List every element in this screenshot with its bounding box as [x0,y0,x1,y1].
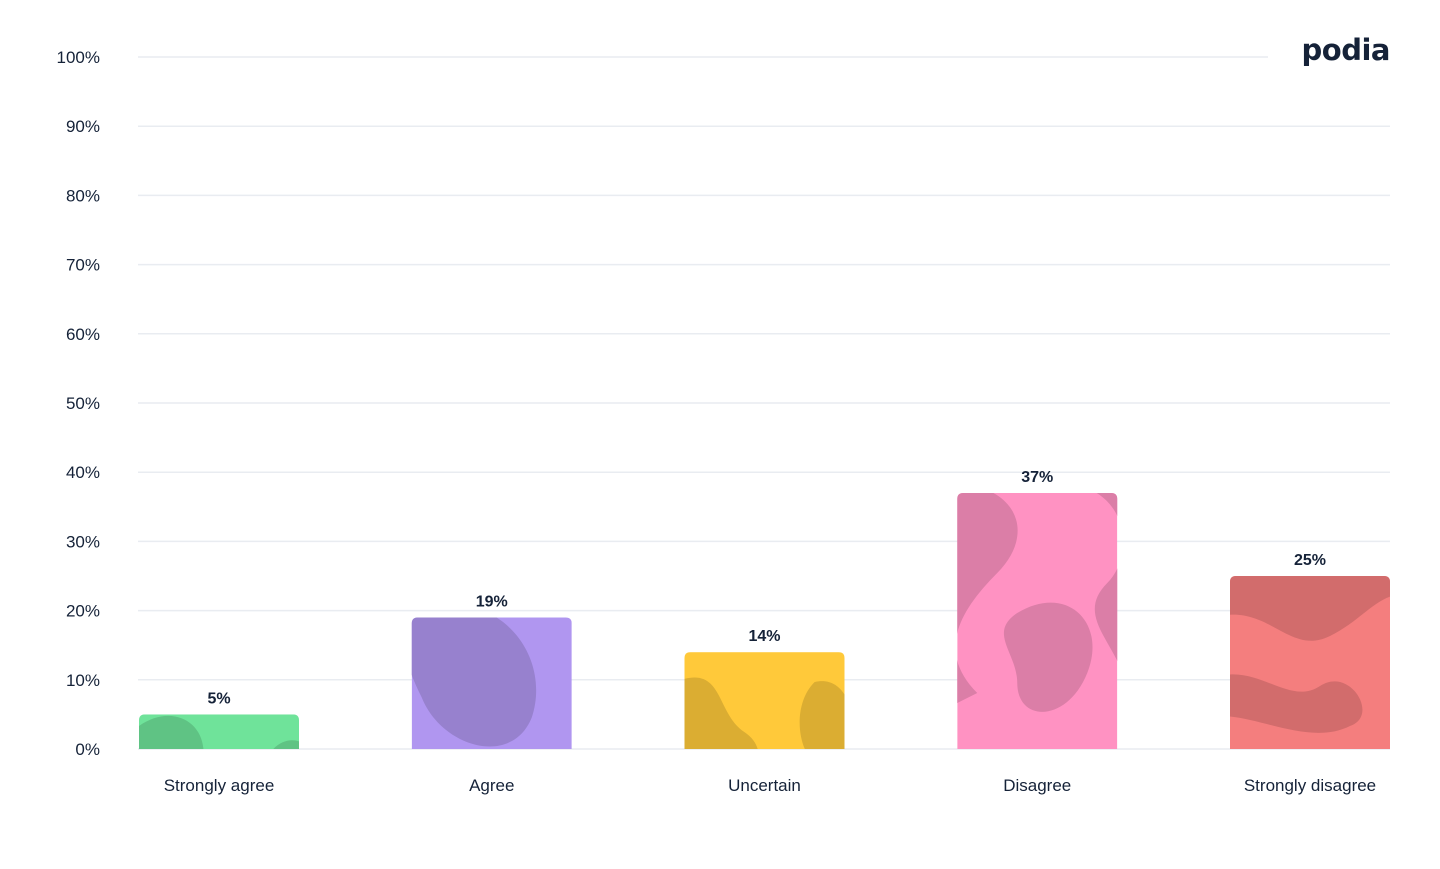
y-tick-label: 30% [66,532,100,551]
y-tick-label: 60% [66,325,100,344]
bar-pattern [139,715,299,749]
bar-disagree [957,492,1118,749]
data-label: 19% [476,594,508,611]
data-label: 14% [748,628,780,645]
bar-pattern [411,617,537,747]
y-tick-label: 10% [66,671,100,690]
y-tick-label: 20% [66,602,100,621]
bar-strongly-agree [139,714,299,749]
y-tick-label: 100% [57,48,100,67]
data-label: 37% [1021,469,1053,486]
x-category-label: Uncertain [728,776,801,795]
y-tick-label: 40% [66,463,100,482]
bar-pattern [1230,576,1390,733]
podia-logo: podia [1301,33,1391,67]
y-tick-label: 50% [66,394,100,413]
bar-agree [411,617,572,749]
bar-pattern [957,492,1118,713]
bar-uncertain [684,652,845,749]
y-tick-label: 80% [66,186,100,205]
y-tick-label: 70% [66,256,100,275]
x-category-label: Agree [469,776,514,795]
y-tick-label: 0% [75,740,100,759]
data-label: 5% [207,690,230,707]
x-category-label: Strongly disagree [1244,776,1376,795]
x-category-label: Strongly agree [164,776,275,795]
data-label: 25% [1294,552,1326,569]
y-tick-label: 90% [66,117,100,136]
bar-pattern [684,677,845,749]
bar-strongly-disagree [1230,576,1390,749]
x-category-label: Disagree [1003,776,1071,795]
